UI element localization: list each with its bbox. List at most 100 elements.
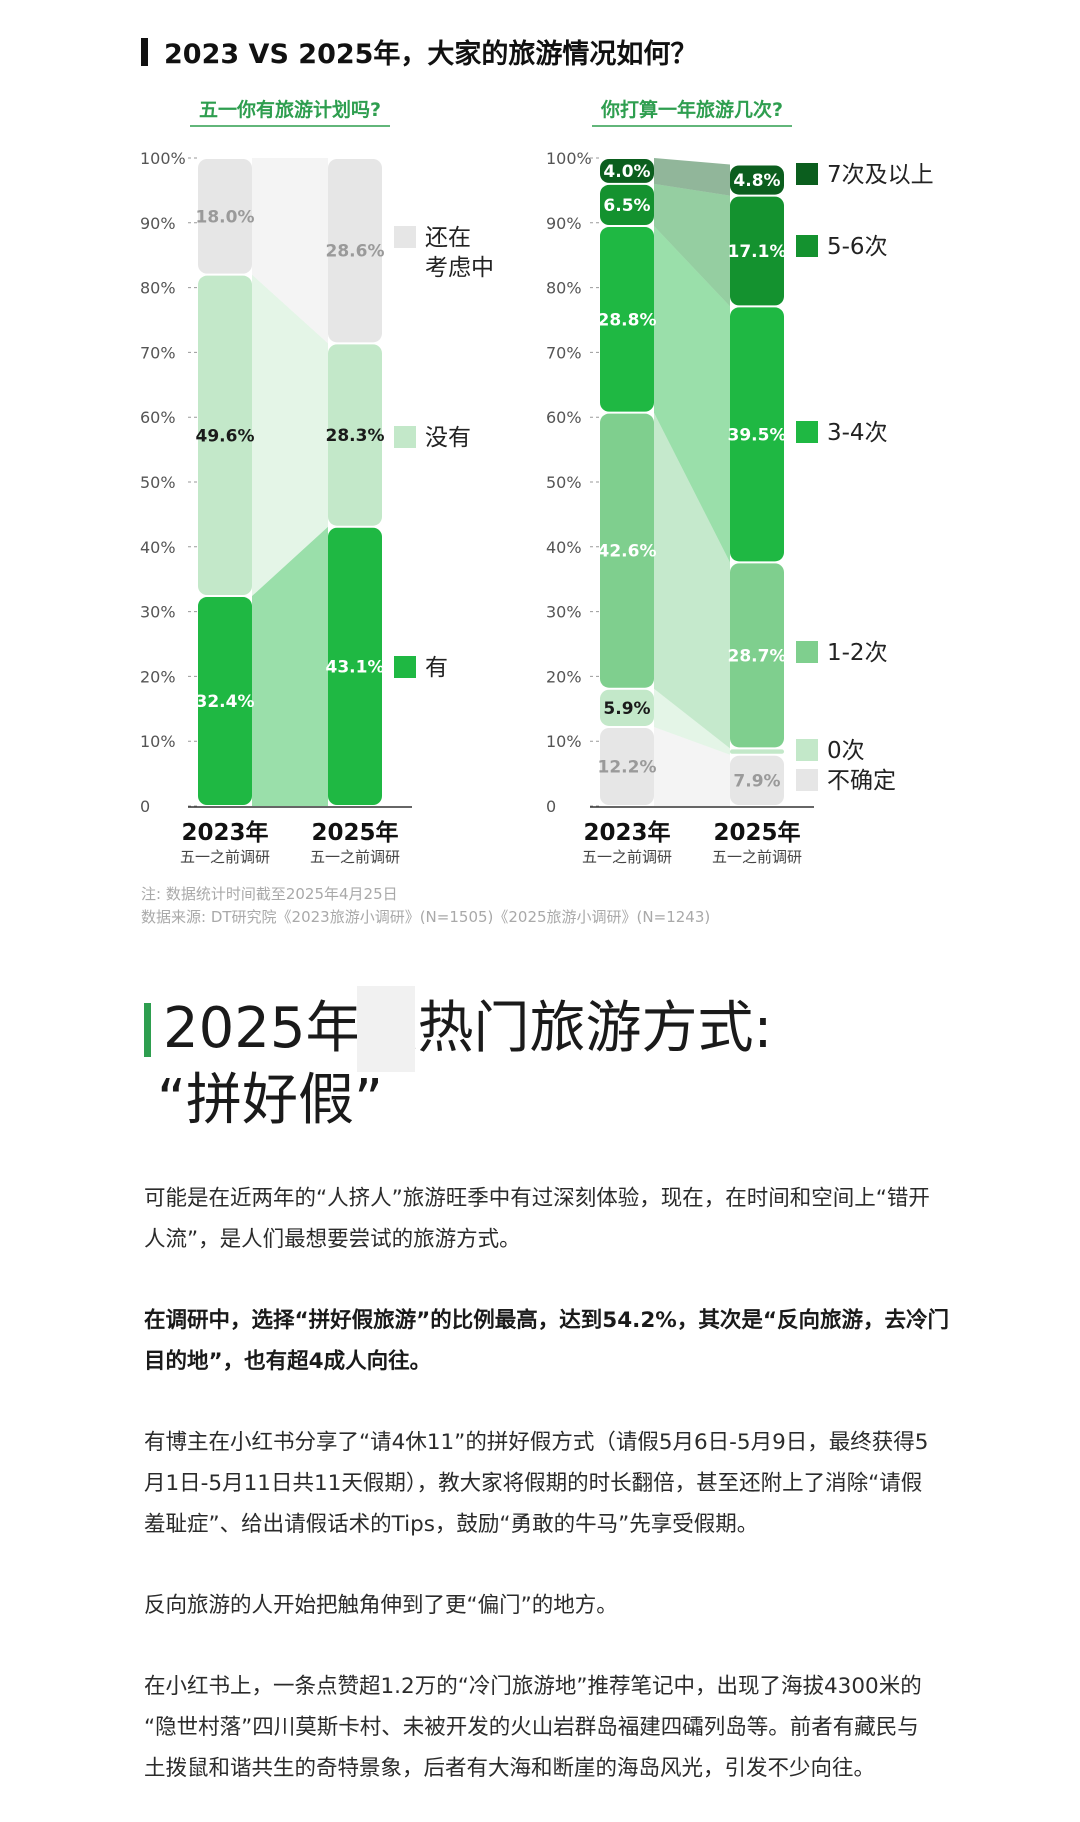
legend-label-7次及以上: 7次及以上 <box>827 162 934 188</box>
connector-band-还在考虑中 <box>252 158 328 344</box>
paragraph-line: 土拨鼠和谐共生的奇特景象，后者有大海和断崖的海岛风光，引发不少向往。 <box>144 1756 876 1781</box>
source-text: 数据来源: DT研究院《2023旅游小调研》(N=1505)《2025旅游小调研… <box>141 908 710 926</box>
x-category-subtitle: 五一之前调研 <box>310 848 400 866</box>
bar-segment-还在考虑中-2023年 <box>198 159 252 274</box>
y-tick-label: 20% <box>546 667 582 686</box>
paragraph-line: 可能是在近两年的“人挤人”旅游旺季中有过深刻体验，现在，在时间和空间上“错开 <box>144 1186 930 1211</box>
legend-label-不确定: 不确定 <box>827 768 896 794</box>
y-tick-label: 80% <box>140 279 176 298</box>
data-label: 43.1% <box>326 657 385 677</box>
data-label: 12.2% <box>598 757 657 777</box>
article-paragraph: 可能是在近两年的“人挤人”旅游旺季中有过深刻体验，现在，在时间和空间上“错开 人流… <box>144 1178 944 1260</box>
paragraph-line: 在小红书上，一条点赞超1.2万的“冷门旅游地”推荐笔记中，出现了海拔4300米的 <box>144 1674 922 1699</box>
data-label: 32.4% <box>196 692 255 712</box>
legend-swatch-3-4次 <box>796 421 818 443</box>
bar-segment-5-6次-2025年 <box>730 196 784 306</box>
bar-segment-0次-2023年 <box>600 689 654 726</box>
bar-segment-还在考虑中-2025年 <box>328 159 382 343</box>
legend-swatch-5-6次 <box>796 235 818 257</box>
section-title-line1: 2025年最热门旅游方式: <box>163 996 773 1061</box>
legend-swatch-还在考虑中 <box>394 226 416 248</box>
bar-segment-没有-2025年 <box>328 344 382 526</box>
data-label: 28.7% <box>728 646 787 666</box>
y-tick-label: 0 <box>546 797 556 816</box>
title-marker <box>141 38 148 66</box>
legend-label-还在考虑中: 考虑中 <box>425 255 494 281</box>
data-label: 39.5% <box>728 425 787 445</box>
paragraph-line: 目的地”，也有超4成人向往。 <box>144 1349 432 1374</box>
legend-label-1-2次: 1-2次 <box>827 640 888 666</box>
figure-title: 2023 VS 2025年，大家的旅游情况如何？ <box>164 38 697 70</box>
article-paragraph: 有博主在小红书分享了“请4休11”的拼好假方式（请假5月6日-5月9日，最终获得… <box>144 1422 944 1545</box>
paragraph-line: 人流”，是人们最想要尝试的旅游方式。 <box>144 1227 521 1252</box>
paragraph-line: 在调研中，选择“拼好假旅游”的比例最高，达到54.2%，其次是“反向旅游，去冷门 <box>144 1308 949 1333</box>
x-category-subtitle: 五一之前调研 <box>582 848 672 866</box>
section-title-line2: “拼好假” <box>157 1068 384 1133</box>
connector-band-0次 <box>654 688 730 755</box>
occlusion-patch <box>357 986 415 1072</box>
legend-label-0次: 0次 <box>827 738 865 764</box>
paragraph-line: 月1日-5月11日共11天假期），教大家将假期的时长翻倍，甚至还附上了消除“请假 <box>144 1471 923 1496</box>
bar-segment-没有-2023年 <box>198 275 252 596</box>
bar-segment-有-2023年 <box>198 597 252 805</box>
legend-label-3-4次: 3-4次 <box>827 420 888 446</box>
data-label: 28.6% <box>326 242 385 262</box>
legend-swatch-没有 <box>394 426 416 448</box>
chart-trips-per-year: 你打算一年旅游几次? 0 10% 20% 30% 40% 50% 60% 70% 80% 90% 10… <box>546 98 934 866</box>
data-label: 4.8% <box>733 171 780 191</box>
x-category-label: 2025年 <box>311 819 398 846</box>
connector-band-5-6次 <box>654 183 730 307</box>
x-category-label: 2023年 <box>583 819 670 846</box>
connector-band-不确定 <box>654 726 730 806</box>
legend-swatch-1-2次 <box>796 641 818 663</box>
legend-swatch-有 <box>394 656 416 678</box>
y-tick-label: 60% <box>546 408 582 427</box>
y-tick-label: 70% <box>546 343 582 362</box>
x-category-label: 2025年 <box>713 819 800 846</box>
bar-segment-7次及以上-2023年 <box>600 159 654 183</box>
data-label: 28.3% <box>326 426 385 446</box>
legend-label-没有: 没有 <box>425 425 471 451</box>
y-tick-label: 30% <box>140 603 176 622</box>
legend-label-5-6次: 5-6次 <box>827 234 888 260</box>
bar-segment-不确定-2025年 <box>730 755 784 805</box>
y-tick-label: 0 <box>140 797 150 816</box>
y-tick-label: 80% <box>546 279 582 298</box>
data-label: 4.0% <box>603 162 650 182</box>
y-tick-label: 60% <box>140 408 176 427</box>
legend-swatch-7次及以上 <box>796 163 818 185</box>
connector-band-3-4次 <box>654 226 730 563</box>
data-label: 6.5% <box>603 196 650 216</box>
chart-travel-plan: 五一你有旅游计划吗? 0 10% 20% 30% 40% 50% 60% 70% 80% 90% 10… <box>140 98 494 866</box>
y-tick-label: 10% <box>546 732 582 751</box>
connector-band-有 <box>252 526 328 806</box>
data-label: 18.0% <box>196 207 255 227</box>
y-tick-label: 40% <box>546 538 582 557</box>
bar-segment-1-2次-2023年 <box>600 413 654 688</box>
paragraph-line: 羞耻症”、给出请假话术的Tips，鼓励“勇敢的牛马”先享受假期。 <box>144 1512 759 1537</box>
paragraph-line: 反向旅游的人开始把触角伸到了更“偏门”的地方。 <box>144 1593 618 1618</box>
figure-panel: 2023 VS 2025年，大家的旅游情况如何？ 五一你有旅游计划吗? 0 10% 2… <box>140 38 934 926</box>
legend-label-有: 有 <box>425 655 448 681</box>
x-category-subtitle: 五一之前调研 <box>712 848 802 866</box>
section-title-marker <box>144 1003 151 1057</box>
legend-swatch-不确定 <box>796 769 818 791</box>
connector-band-7次及以上 <box>654 158 730 196</box>
paragraph-line: 有博主在小红书分享了“请4休11”的拼好假方式（请假5月6日-5月9日，最终获得… <box>144 1430 929 1455</box>
bar-segment-5-6次-2023年 <box>600 184 654 226</box>
connector-band-没有 <box>252 274 328 597</box>
legend-label-还在考虑中: 还在 <box>425 225 471 251</box>
connector-band-1-2次 <box>654 412 730 749</box>
y-tick-label: 20% <box>140 667 176 686</box>
bar-segment-不确定-2023年 <box>600 727 654 805</box>
y-tick-label: 50% <box>140 473 176 492</box>
section-title: 2025年最热门旅游方式: “拼好假” <box>157 993 773 1137</box>
bar-segment-0次-2025年 <box>730 749 784 754</box>
chart-title: 五一你有旅游计划吗? <box>199 98 381 121</box>
data-label: 28.8% <box>598 310 657 330</box>
y-tick-label: 40% <box>140 538 176 557</box>
data-label: 49.6% <box>196 426 255 446</box>
data-label: 5.9% <box>603 699 650 719</box>
bar-segment-3-4次-2023年 <box>600 227 654 412</box>
y-tick-label: 100% <box>140 149 186 168</box>
